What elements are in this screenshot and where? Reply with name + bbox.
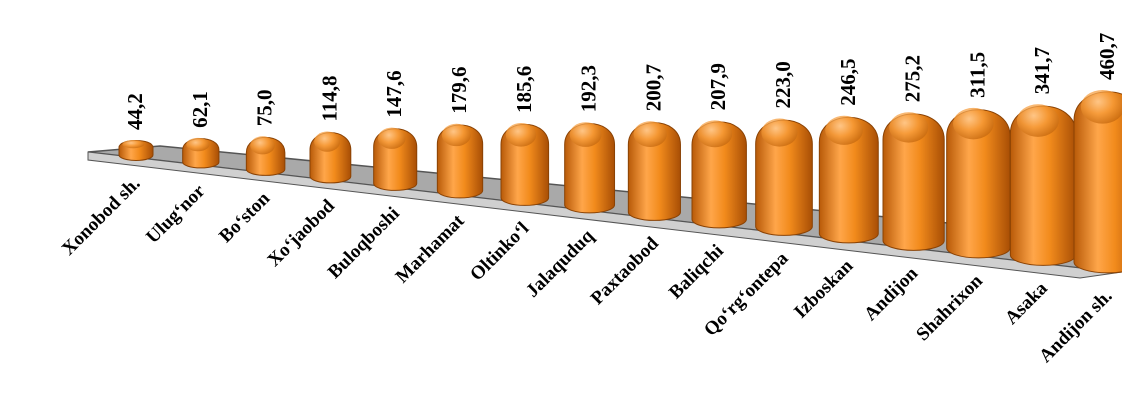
- category-label: Baliqchi: [665, 241, 728, 304]
- bar: [373, 127, 418, 191]
- category-label: Shahrixon: [912, 270, 987, 345]
- value-label: 275,2: [901, 55, 925, 102]
- value-label: 75,0: [253, 90, 277, 127]
- bar: [245, 136, 286, 176]
- value-label: 62,1: [188, 91, 212, 128]
- value-label: 44,2: [123, 93, 147, 130]
- category-label: Marhamat: [392, 210, 469, 287]
- category-label: Xo‘jaobod: [264, 195, 340, 271]
- bar: [564, 122, 616, 214]
- bar: [946, 107, 1011, 259]
- category-label: Xonobod sh.: [58, 173, 145, 260]
- value-label: 311,5: [965, 52, 989, 98]
- value-label: 114,8: [317, 75, 341, 121]
- value-label: 341,7: [1030, 47, 1054, 94]
- bar: [1073, 90, 1122, 274]
- bar: [691, 120, 747, 229]
- value-label: 200,7: [641, 64, 665, 111]
- value-label: 147,6: [382, 70, 406, 117]
- category-label: Bo‘ston: [215, 188, 274, 247]
- value-label: 179,6: [447, 66, 471, 113]
- category-label: Ulug‘nor: [142, 180, 210, 248]
- bar: [436, 123, 484, 199]
- bar: [1009, 104, 1077, 266]
- value-label: 185,6: [512, 66, 536, 113]
- bar: [309, 131, 352, 184]
- bar: [882, 112, 945, 251]
- category-label: Andijon sh.: [1035, 286, 1116, 367]
- bar: [627, 121, 681, 221]
- value-label: 207,9: [706, 63, 730, 110]
- value-label: 460,7: [1095, 33, 1119, 80]
- value-label: 223,0: [771, 61, 795, 108]
- bar: [500, 123, 550, 206]
- category-label: Asaka: [1001, 278, 1052, 329]
- value-label: 246,5: [836, 58, 860, 105]
- bar: [818, 115, 879, 244]
- category-label: Jalaquduq: [522, 225, 598, 301]
- category-label: Izboskan: [790, 255, 857, 322]
- bar: [182, 137, 220, 169]
- category-label: Andijon: [860, 263, 922, 325]
- bar: [118, 139, 154, 161]
- category-label: Paxtaobod: [587, 233, 663, 309]
- value-label: 192,3: [577, 65, 601, 112]
- category-label: Oltinko‘l: [466, 218, 533, 285]
- bar: [755, 118, 813, 236]
- category-label: Buloqboshi: [324, 203, 404, 283]
